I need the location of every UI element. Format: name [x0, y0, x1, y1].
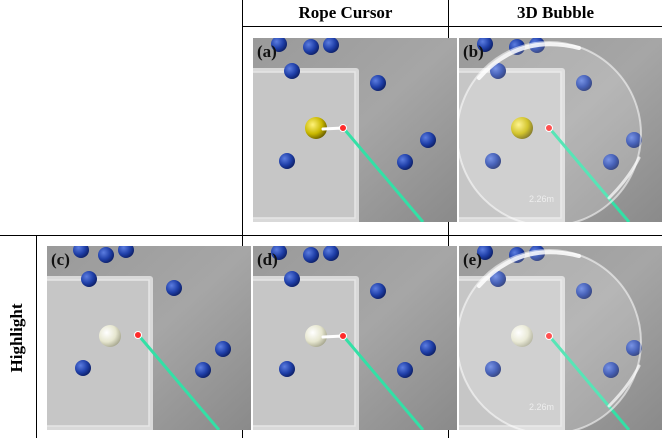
selected-sphere: [511, 325, 533, 347]
sphere-target: [284, 271, 300, 287]
sphere-target: [323, 38, 339, 53]
sphere-target: [420, 340, 436, 356]
panel-label-c: (c): [51, 250, 70, 269]
sphere-target: [195, 362, 211, 378]
sphere-target: [626, 340, 642, 356]
board-edge: [459, 71, 562, 219]
board-surface: [253, 280, 355, 426]
selected-sphere: [511, 117, 533, 139]
scene-e: 2.26m: [459, 246, 662, 430]
panel-d: (d): [253, 246, 457, 430]
pointer-ray: [549, 129, 631, 222]
sphere-target: [370, 283, 386, 299]
sphere-target: [284, 63, 300, 79]
sphere-target: [279, 361, 295, 377]
scene-c: [47, 246, 251, 430]
selected-sphere: [305, 325, 327, 347]
board-edge: [253, 71, 356, 219]
panel-label-b: (b): [463, 42, 484, 61]
panel-label-d: (d): [257, 250, 278, 269]
board-surface: [47, 280, 149, 426]
board-edge: [47, 279, 150, 427]
sphere-target: [477, 246, 493, 260]
sphere-target: [75, 360, 91, 376]
sphere-target: [420, 132, 436, 148]
sphere-target: [271, 246, 287, 260]
panel-a: (a): [253, 38, 457, 222]
sphere-target: [576, 283, 592, 299]
sphere-target: [490, 63, 506, 79]
selected-sphere: [99, 325, 121, 347]
grid-line-header: [242, 26, 662, 27]
sphere-target: [279, 153, 295, 169]
sphere-target: [370, 75, 386, 91]
selected-sphere: [305, 117, 327, 139]
sphere-target: [303, 39, 319, 55]
panel-label-e: (e): [463, 250, 482, 269]
sphere-target: [485, 361, 501, 377]
grid-line-row: [0, 235, 662, 236]
bubble-glint: [607, 364, 641, 408]
panel-e: 2.26m (e): [459, 246, 662, 430]
panel-c: (c): [47, 246, 251, 430]
column-header-3d-bubble: 3D Bubble: [517, 3, 594, 22]
distance-readout: 2.26m: [529, 194, 554, 204]
column-header-rope-cursor: Rope Cursor: [298, 3, 393, 22]
cursor-dot: [134, 331, 142, 339]
cursor-dot: [545, 124, 553, 132]
cursor-dot: [339, 124, 347, 132]
board-edge: [459, 279, 562, 427]
cursor-dot: [545, 332, 553, 340]
board-surface: [459, 280, 561, 426]
grid-line-rowlabel: [36, 236, 37, 438]
sphere-target: [73, 246, 89, 258]
sphere-target: [81, 271, 97, 287]
sphere-target: [603, 154, 619, 170]
cursor-dot: [339, 332, 347, 340]
sphere-target: [98, 247, 114, 263]
scene-b: 2.26m: [459, 38, 662, 222]
sphere-target: [397, 362, 413, 378]
sphere-target: [303, 247, 319, 263]
pointer-ray: [343, 129, 425, 222]
pointer-ray: [138, 336, 221, 430]
sphere-target: [397, 154, 413, 170]
pointer-ray: [343, 337, 425, 430]
sphere-target: [626, 132, 642, 148]
sphere-target: [323, 246, 339, 261]
sphere-target: [485, 153, 501, 169]
bubble-highlight: [477, 250, 581, 288]
row-label-text: Highlight: [7, 303, 26, 373]
grid-line-col1: [242, 0, 243, 438]
bubble-glint: [607, 156, 641, 200]
pointer-ray: [549, 337, 631, 430]
sphere-target: [490, 271, 506, 287]
sphere-target: [166, 280, 182, 296]
distance-readout: 2.26m: [529, 402, 554, 412]
sphere-target: [576, 75, 592, 91]
sphere-target: [603, 362, 619, 378]
bubble-volume: [459, 41, 642, 222]
sphere-target: [215, 341, 231, 357]
sphere-target: [477, 38, 493, 52]
scene-d: [253, 246, 457, 430]
sphere-target: [271, 38, 287, 52]
bubble-highlight: [477, 42, 581, 80]
board-surface: [459, 72, 561, 218]
panel-label-a: (a): [257, 42, 277, 61]
bubble-volume: [459, 249, 642, 430]
panel-b: 2.26m (b): [459, 38, 662, 222]
scene-a: [253, 38, 457, 222]
board-edge: [253, 279, 356, 427]
sphere-target: [118, 246, 134, 258]
board-surface: [253, 72, 355, 218]
row-label-highlight: Highlight: [0, 238, 34, 438]
